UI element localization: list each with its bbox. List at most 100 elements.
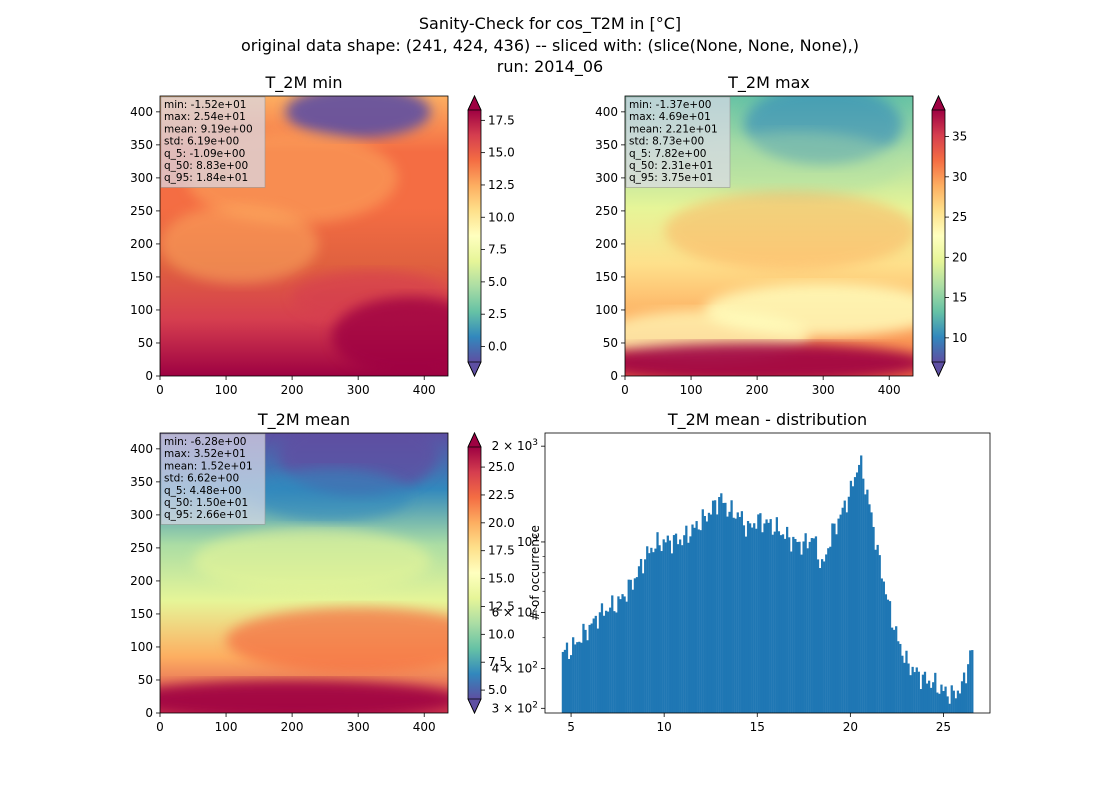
colorbar-tick-label: 15.0: [488, 572, 515, 586]
histogram-bar: [796, 541, 799, 713]
stats-line: mean: 9.19e+00: [164, 123, 253, 135]
x-tick-label: 5: [567, 720, 575, 734]
y-tick-label: 100: [130, 303, 153, 317]
histogram-bar: [913, 672, 916, 713]
histogram-bar: [825, 554, 828, 713]
histogram-bar: [687, 542, 690, 713]
histogram-bar: [940, 684, 943, 713]
x-tick-label: 300: [812, 383, 835, 397]
histogram-bar: [876, 544, 879, 713]
histogram-bar: [783, 538, 787, 713]
x-tick-label: 20: [843, 720, 858, 734]
histogram-bar: [697, 529, 700, 713]
histogram-bar: [658, 545, 661, 713]
histogram-bar: [720, 493, 723, 713]
histogram-bar: [792, 536, 795, 713]
stats-line: q_5: 7.82e+00: [629, 148, 706, 160]
histogram-bar: [915, 667, 918, 713]
histogram-bar: [594, 615, 597, 713]
colorbar: 0.0 2.5 5.0 7.5 10.0 12.5 15.0 17.5: [467, 95, 515, 377]
histogram-bar: [674, 533, 678, 713]
histogram-bar: [866, 489, 869, 713]
histogram-bar: [804, 533, 807, 713]
histogram-bar: [958, 693, 962, 713]
histogram-bar: [639, 558, 643, 713]
histogram-bar: [771, 534, 774, 713]
histogram-bar: [858, 464, 861, 713]
histogram-bar: [897, 641, 900, 713]
histogram-bar: [631, 589, 634, 713]
histogram-bar: [590, 623, 593, 713]
y-tick-label: 50: [603, 336, 618, 350]
y-tick-label: 4 × 102: [492, 661, 538, 676]
histogram-bar: [662, 539, 665, 713]
histogram-bar: [800, 554, 803, 713]
histogram-bar: [718, 497, 721, 713]
histogram-bar: [676, 544, 680, 713]
histogram-bar: [732, 517, 735, 713]
x-tick-label: 400: [413, 720, 436, 734]
histogram-bar: [868, 504, 871, 713]
histogram-bar: [899, 643, 902, 713]
histogram-bar: [748, 523, 752, 713]
colorbar-tick-label: 20: [952, 250, 967, 264]
colorbar-tick-label: 20.0: [488, 516, 515, 530]
histogram-bar: [790, 551, 793, 713]
stats-line: std: 6.62e+00: [164, 473, 239, 485]
x-tick-label: 300: [347, 720, 370, 734]
histogram-bar: [969, 650, 972, 713]
histogram-bar: [888, 601, 892, 713]
histogram-bar: [646, 546, 649, 713]
histogram-bar: [810, 538, 813, 713]
histogram-bar: [660, 551, 663, 713]
stats-line: q_50: 8.83e+00: [164, 160, 248, 172]
colorbar: 5.0 7.5 10.0 12.5 15.0 17.5 20.0 22.5 25.0 # of o…: [467, 432, 542, 714]
histogram-bar: [569, 655, 573, 713]
histogram-bar: [567, 658, 571, 713]
histogram-bar: [633, 578, 637, 713]
histogram-bar: [954, 698, 957, 713]
y-tick-label: 350: [595, 138, 618, 152]
histogram-bar: [600, 603, 604, 713]
y-tick-label: 2 × 103: [492, 438, 538, 453]
histogram-bar: [890, 627, 894, 713]
subplot-title: T_2M mean: [257, 410, 350, 430]
histogram-bar: [744, 536, 748, 713]
colorbar-extend-min: [467, 361, 482, 377]
histogram-bar: [691, 524, 694, 713]
stats-line: min: -6.28e+00: [164, 436, 246, 448]
histogram-bar: [960, 681, 964, 713]
histogram-bar: [829, 546, 832, 713]
histogram-bar: [794, 538, 797, 713]
histogram-bar: [841, 507, 844, 713]
histogram-bar: [574, 644, 577, 713]
stats-box: [160, 433, 266, 525]
x-tick-label: 100: [215, 720, 238, 734]
histogram-bar: [870, 512, 873, 713]
histogram-bar: [860, 455, 863, 713]
colorbar-tick-label: 17.5: [488, 113, 515, 127]
colorbar-tick-label: 2.5: [488, 307, 507, 321]
colorbar-tick-label: 30: [952, 170, 967, 184]
stats-line: std: 6.19e+00: [164, 136, 239, 148]
histogram-bar: [668, 540, 672, 713]
histogram-bar: [699, 530, 702, 713]
histogram-bar: [944, 686, 947, 713]
histogram-bar: [948, 703, 951, 713]
colorbar-outline: [467, 432, 482, 714]
y-tick-label: 400: [130, 442, 153, 456]
y-tick-label: 250: [595, 204, 618, 218]
histogram-bar: [911, 666, 914, 713]
colorbar-tick-label: 17.5: [488, 544, 515, 558]
histogram-bar: [707, 512, 711, 713]
x-tick-label: 200: [281, 383, 304, 397]
y-tick-label: 350: [130, 138, 153, 152]
y-tick-label: 0: [610, 369, 618, 383]
colorbar-extend-min: [931, 361, 946, 377]
x-tick-label: 100: [680, 383, 703, 397]
histogram-bar: [905, 650, 908, 713]
colorbar-label: # of occurrence: [528, 525, 542, 621]
histogram-bar: [613, 611, 616, 713]
histogram-bar: [855, 472, 859, 713]
colorbar-extend-max: [467, 95, 482, 111]
